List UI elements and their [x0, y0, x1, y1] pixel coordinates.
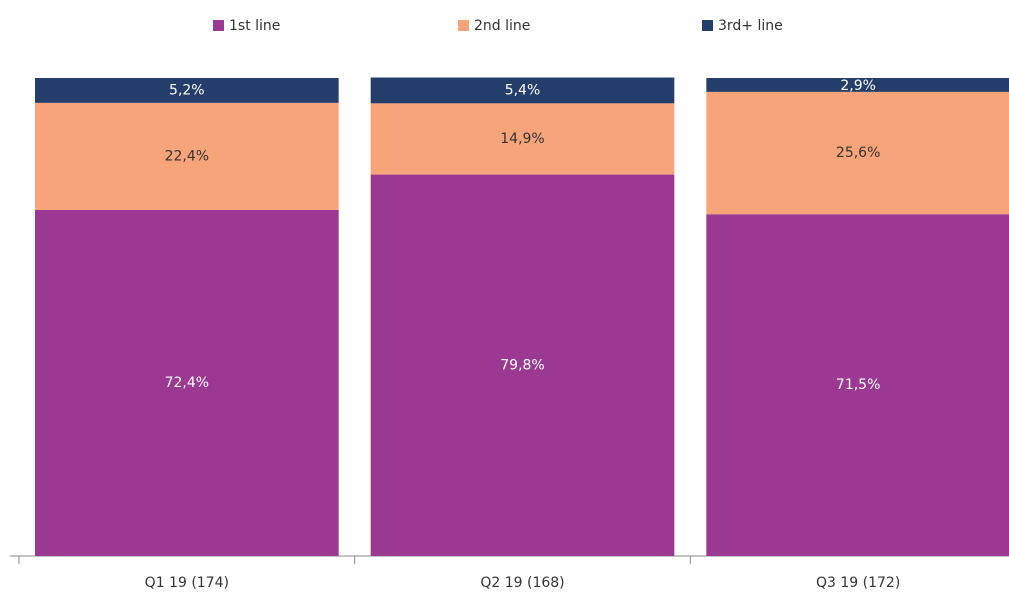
- bar-segment: [706, 78, 1009, 92]
- legend-label: 3rd+ line: [718, 18, 783, 34]
- legend-swatch: [213, 20, 224, 31]
- legend-swatch: [458, 20, 469, 31]
- bar-segment: [370, 174, 675, 556]
- x-tick-label: Q1 19 (174): [145, 575, 229, 591]
- bar-segment: [706, 214, 1009, 557]
- legend-label: 2nd line: [474, 18, 530, 34]
- x-tick-label: Q2 19 (168): [480, 575, 564, 591]
- bar-segment: [35, 78, 339, 103]
- data-label: 5,2%: [169, 82, 205, 98]
- data-label: 22,4%: [165, 148, 209, 164]
- bar-segment: [35, 102, 339, 210]
- data-label: 14,9%: [500, 131, 544, 147]
- legend-swatch: [702, 20, 713, 31]
- data-label: 25,6%: [836, 145, 880, 161]
- bar-segment: [370, 77, 675, 104]
- data-label: 72,4%: [165, 375, 209, 391]
- bar-segment: [370, 103, 675, 175]
- x-tick-label: Q3 19 (172): [816, 575, 900, 591]
- bar-segment: [706, 91, 1009, 215]
- legend-label: 1st line: [229, 18, 280, 34]
- data-label: 5,4%: [505, 82, 541, 98]
- data-label: 2,9%: [840, 78, 876, 94]
- data-label: 71,5%: [836, 377, 880, 393]
- bar-segment: [35, 209, 339, 557]
- data-label: 79,8%: [500, 357, 544, 373]
